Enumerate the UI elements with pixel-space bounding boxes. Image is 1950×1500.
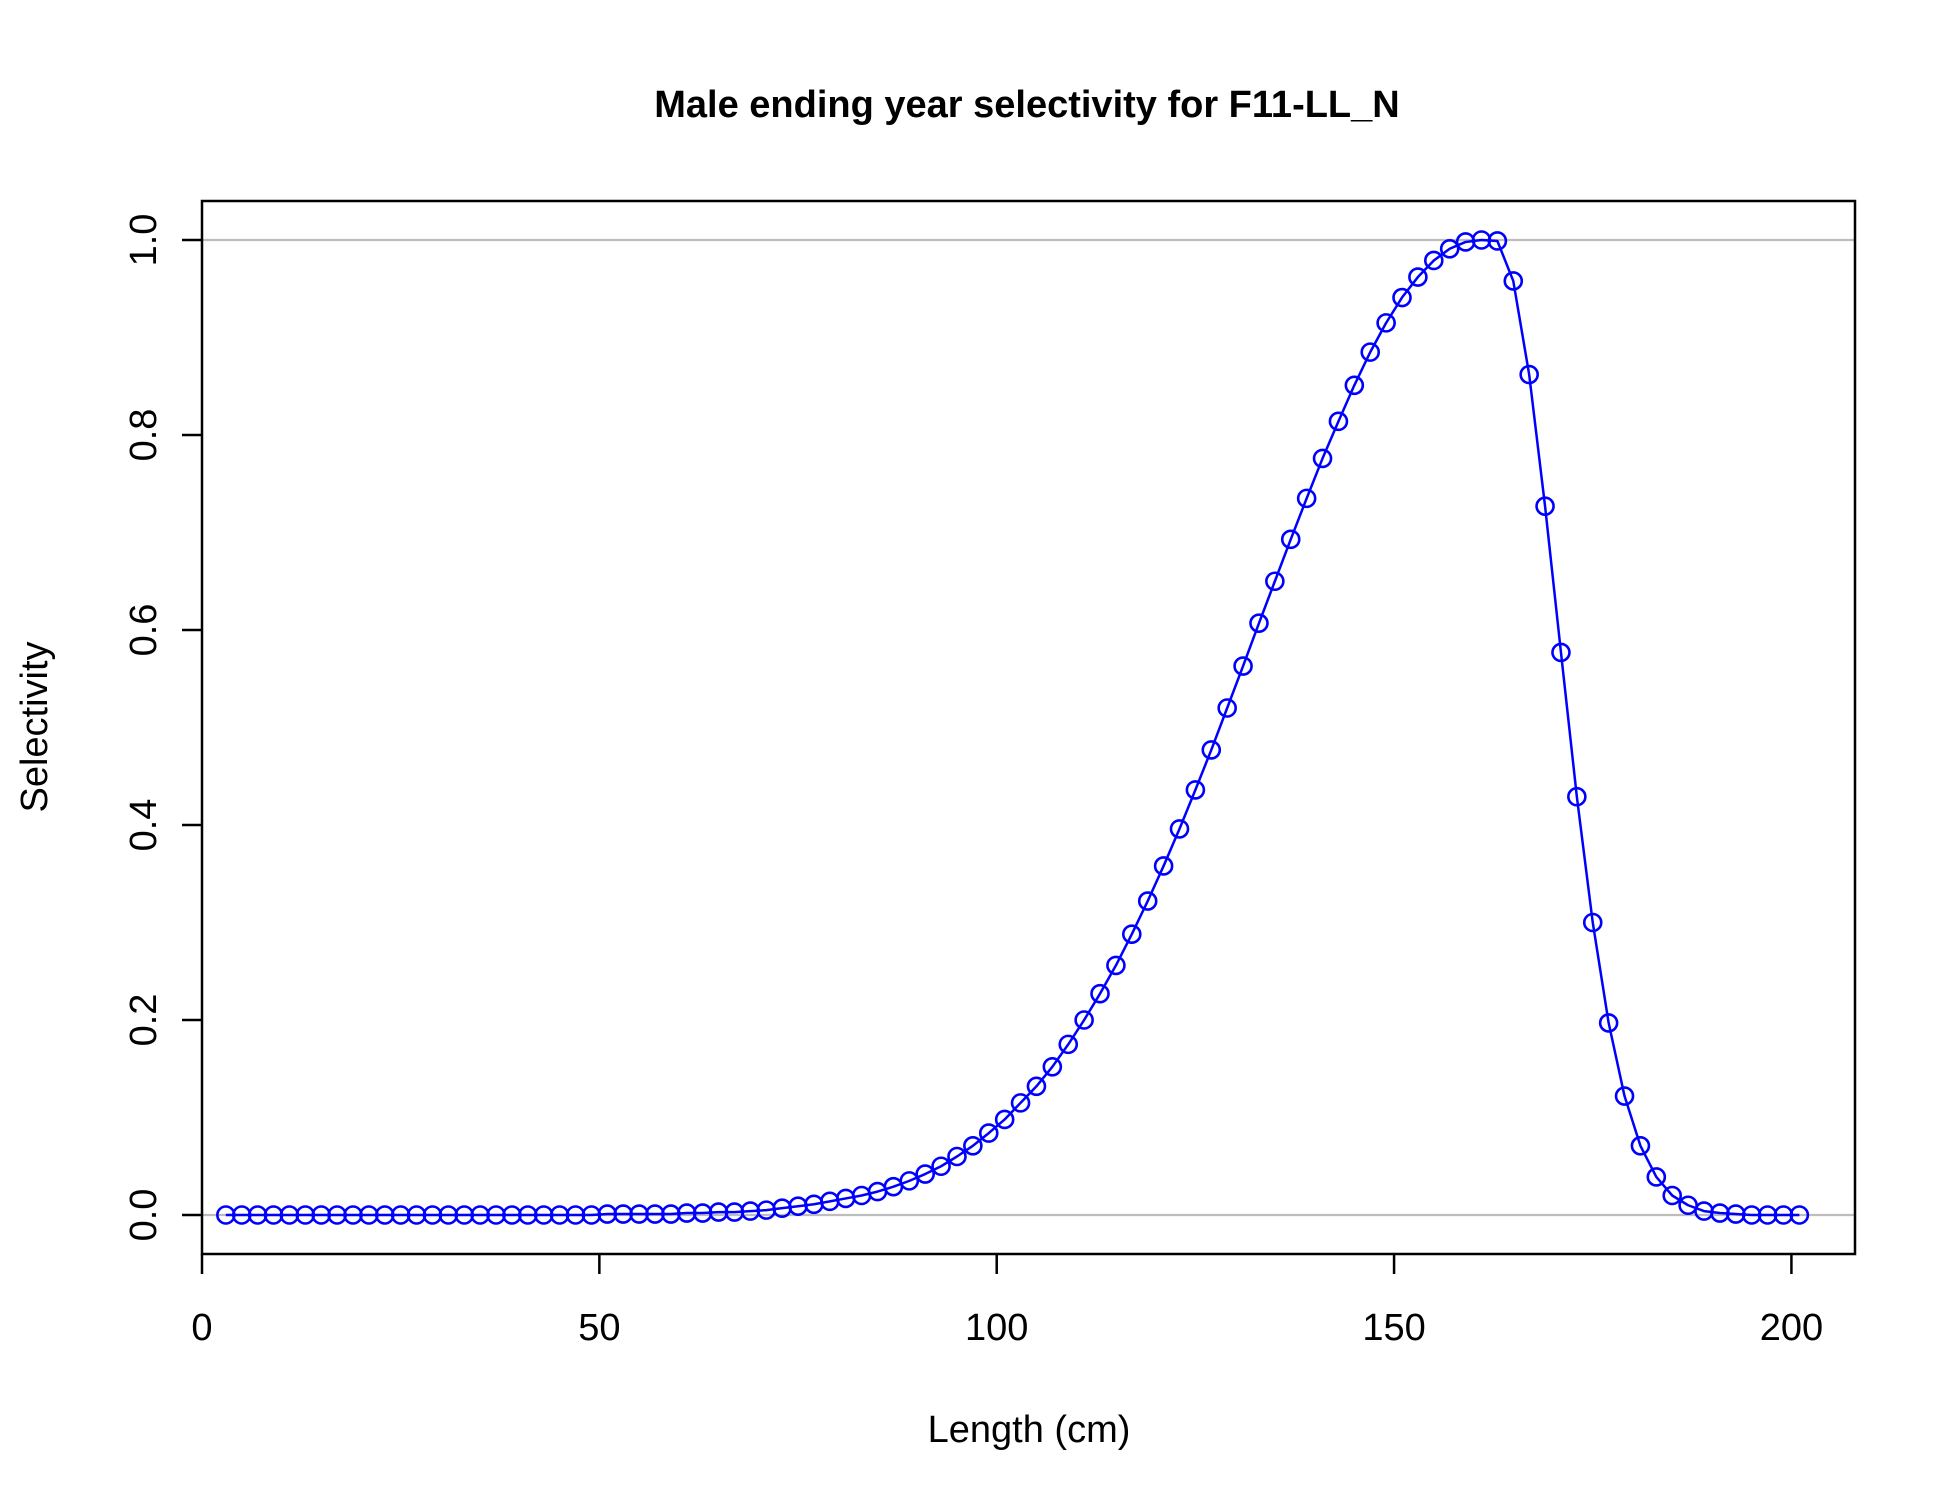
chart-title: Male ending year selectivity for F11-LL_… [654,84,1399,126]
y-axis-label: Selectivity [14,641,56,812]
data-point [1090,983,1110,1004]
x-tick-label: 0 [191,1307,212,1349]
y-tick-label: 1.0 [123,214,165,267]
data-point [1487,231,1508,251]
data-point [1296,488,1317,509]
y-axis: 0.0 0.2 0.4 0.6 0.8 1.0 [123,214,202,1242]
data-point [1153,856,1174,876]
y-tick-label: 0.6 [123,604,165,657]
data-point [1249,613,1269,633]
x-axis: 0 50 100 150 200 [191,1254,1823,1349]
data-point [1439,238,1460,259]
data-point [1122,924,1142,945]
data-point [1535,496,1555,516]
data-point [1519,364,1539,385]
data-point [994,1109,1015,1130]
y-tick-label: 0.4 [123,799,165,852]
data-point [1328,411,1349,432]
data-point [1344,375,1365,396]
data-point [1265,571,1285,592]
data-point [1106,955,1126,976]
data-point [1010,1093,1031,1113]
series-layer [216,230,1810,1225]
data-point [1185,780,1206,800]
plot-frame [200,199,1857,1256]
data-point [899,1171,920,1191]
data-point [1058,1034,1079,1055]
data-point [1662,1185,1683,1206]
x-tick-label: 100 [965,1307,1028,1349]
data-point [1567,786,1587,807]
data-point [1217,698,1237,718]
data-point [1789,1205,1810,1225]
data-point [1201,740,1222,760]
data-point [1042,1057,1063,1077]
data-point [1630,1135,1651,1156]
data-point [947,1146,967,1167]
data-point [915,1164,935,1184]
data-point [1503,271,1524,291]
data-point [963,1135,983,1156]
data-point [1169,819,1190,839]
data-point [931,1156,951,1177]
data-point [1582,912,1603,933]
data-point [1614,1086,1635,1106]
x-axis-label: Length (cm) [928,1409,1131,1451]
y-tick-label: 0.8 [123,409,165,462]
data-point [1312,448,1333,469]
data-point [1551,642,1571,663]
data-point [1280,529,1301,550]
x-tick-label: 200 [1760,1307,1823,1349]
data-point [1408,267,1428,287]
data-point [1646,1167,1667,1187]
data-point [1424,250,1444,271]
x-tick-label: 150 [1362,1307,1425,1349]
data-point [1376,313,1396,333]
data-point [1392,287,1412,308]
data-point [1074,1010,1094,1030]
y-tick-label: 0.0 [123,1189,165,1242]
data-point [1137,891,1158,911]
data-point [1598,1013,1619,1033]
data-point [978,1123,999,1143]
data-point [1360,342,1381,362]
data-point [1026,1076,1047,1097]
y-tick-label: 0.2 [123,994,165,1047]
data-point [1233,656,1253,676]
x-tick-label: 50 [578,1307,620,1349]
